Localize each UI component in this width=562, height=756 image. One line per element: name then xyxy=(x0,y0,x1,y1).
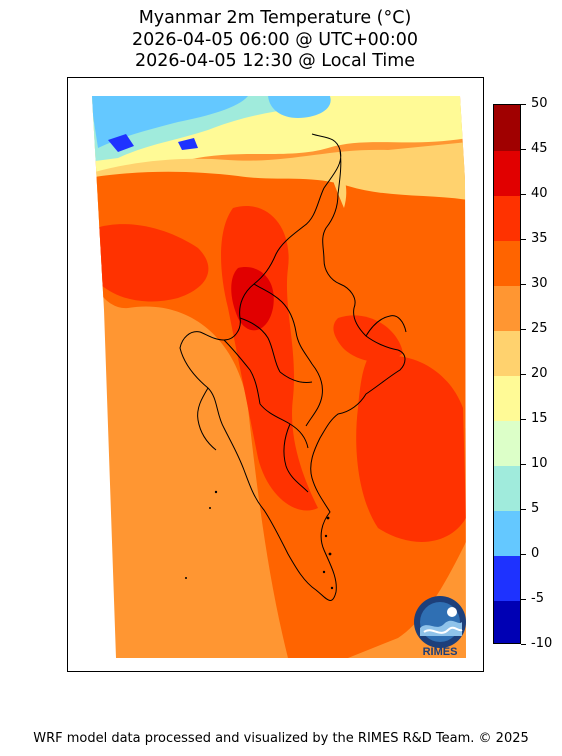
title-local-time: 2026-04-05 12:30 @ Local Time xyxy=(134,51,416,71)
colorbar-band xyxy=(494,330,520,376)
colorbar-band xyxy=(494,510,520,556)
colorbar-tick xyxy=(521,239,526,240)
colorbar-tick-label: 40 xyxy=(531,186,548,201)
colorbar-band xyxy=(494,465,520,511)
colorbar-tick xyxy=(521,554,526,555)
colorbar-band xyxy=(494,195,520,241)
rimes-emblem-icon xyxy=(414,596,466,648)
colorbar-tick xyxy=(521,599,526,600)
colorbar-band xyxy=(494,555,520,601)
colorbar-band xyxy=(494,240,520,286)
colorbar-band xyxy=(494,420,520,466)
colorbar-band xyxy=(494,150,520,196)
colorbar-tick-label: 30 xyxy=(531,276,548,291)
temperature-field xyxy=(92,96,466,658)
colorbar-tick-label: -5 xyxy=(531,591,544,606)
country-borders xyxy=(179,133,407,602)
colorbar-band xyxy=(494,285,520,331)
colorbar-tick xyxy=(521,644,526,645)
title-utc-time: 2026-04-05 06:00 @ UTC+00:00 xyxy=(131,29,419,50)
colorbar-band xyxy=(494,105,520,151)
colorbar-tick xyxy=(521,194,526,195)
footer-credit: WRF model data processed and visualized … xyxy=(33,731,529,746)
colorbar-tick xyxy=(521,464,526,465)
title-variable: Myanmar 2m Temperature (°C) xyxy=(138,8,412,28)
colorbar-tick-label: 15 xyxy=(531,411,548,426)
colorbar-tick xyxy=(521,419,526,420)
colorbar-tick-label: 45 xyxy=(531,141,548,156)
map-panel xyxy=(67,77,484,672)
colorbar-tick xyxy=(521,509,526,510)
temperature-map xyxy=(92,96,466,658)
colorbar-tick xyxy=(521,104,526,105)
colorbar-tick-label: 5 xyxy=(531,501,540,516)
colorbar-tick-label: 25 xyxy=(531,321,548,336)
colorbar-tick-label: 35 xyxy=(531,231,548,246)
colorbar-tick xyxy=(521,149,526,150)
colorbar-tick xyxy=(521,284,526,285)
logo-label: RIMES xyxy=(422,646,458,658)
colorbar-band xyxy=(494,375,520,421)
colorbar-tick-label: 50 xyxy=(531,96,548,111)
colorbar-band xyxy=(494,600,520,643)
colorbar-tick-label: 20 xyxy=(531,366,548,381)
colorbar-tick xyxy=(521,329,526,330)
colorbar xyxy=(493,104,521,644)
colorbar-tick xyxy=(521,374,526,375)
map-title: Myanmar 2m Temperature (°C) 2026-04-05 0… xyxy=(0,8,550,73)
rimes-logo: RIMES xyxy=(408,592,472,660)
colorbar-tick-label: 10 xyxy=(531,456,548,471)
colorbar-tick-label: 0 xyxy=(531,546,540,561)
islands xyxy=(185,490,334,590)
colorbar-tick-label: -10 xyxy=(531,636,553,651)
